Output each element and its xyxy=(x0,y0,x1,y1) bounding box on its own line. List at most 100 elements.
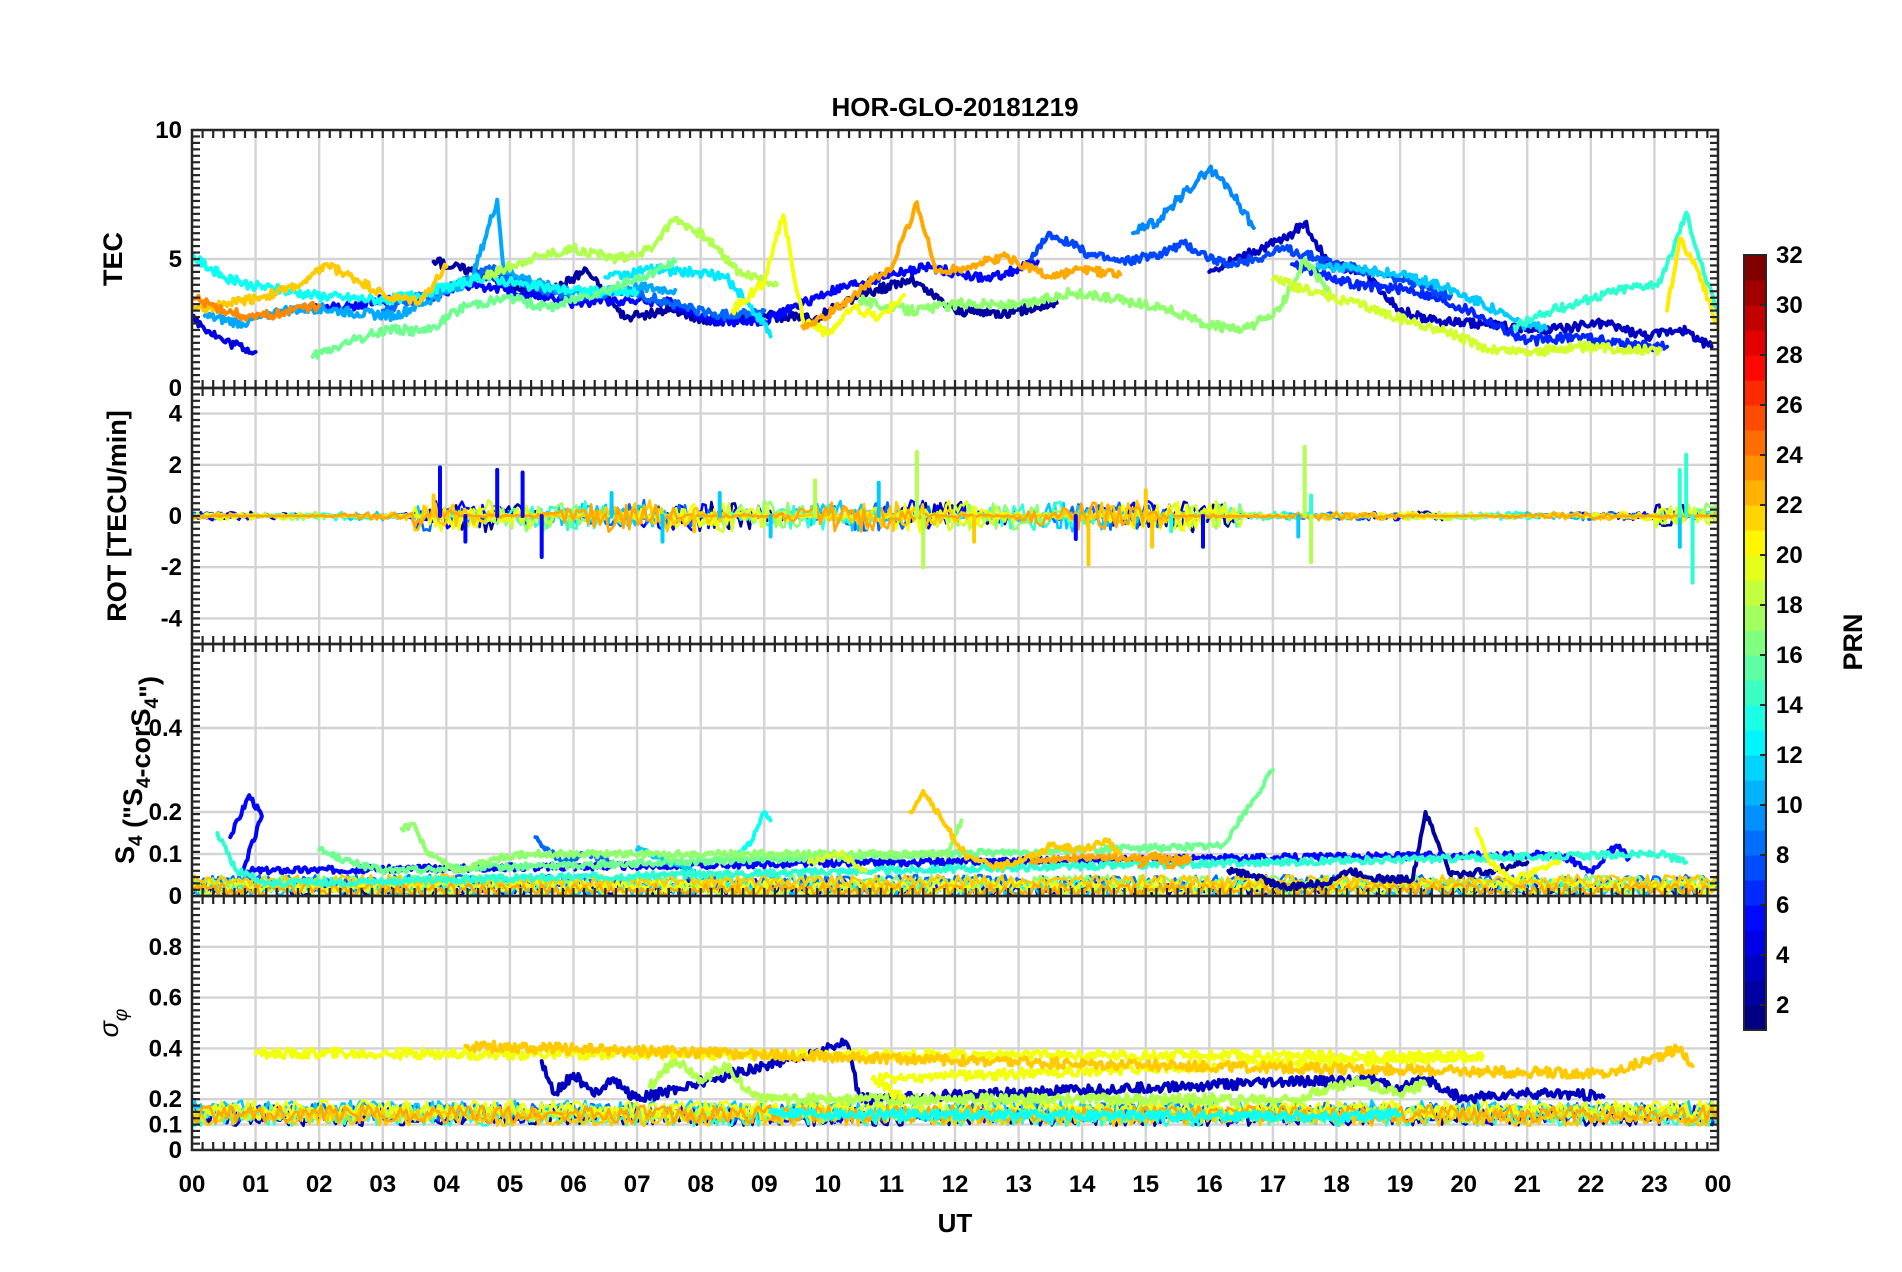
series-prn-14 xyxy=(1512,210,1718,332)
x-tick-label: 01 xyxy=(242,1171,269,1198)
x-tick-label: 11 xyxy=(879,1171,904,1198)
series-prn-14 xyxy=(1169,452,1695,585)
y-axis-label-s4: S4 ("S4-corS4") xyxy=(110,676,164,864)
x-tick-label: 21 xyxy=(1514,1171,1541,1198)
series-prn-11 xyxy=(1315,262,1549,333)
x-tick-label: 13 xyxy=(1005,1171,1032,1198)
x-tick-label: 07 xyxy=(624,1171,651,1198)
x-tick-label: 08 xyxy=(687,1171,714,1198)
colorbar-segment xyxy=(1744,405,1766,431)
colorbar-tick-label: 14 xyxy=(1776,692,1803,719)
y-tick-label: -2 xyxy=(161,554,182,581)
x-tick-label: 22 xyxy=(1577,1171,1604,1198)
colorbar-segment xyxy=(1744,430,1766,456)
colorbar-tick-label: 10 xyxy=(1776,792,1803,819)
x-tick-label: 03 xyxy=(369,1171,396,1198)
colorbar-box xyxy=(1743,254,1767,1031)
colorbar-tick-label: 6 xyxy=(1776,892,1789,919)
x-tick-label: 02 xyxy=(306,1171,333,1198)
x-tick-label: 15 xyxy=(1132,1171,1159,1198)
colorbar-segment xyxy=(1744,955,1766,981)
series-prn-19 xyxy=(1270,274,1663,358)
colorbar-segment xyxy=(1744,830,1766,856)
colorbar-tick-label: 30 xyxy=(1776,292,1803,319)
colorbar-tick-label: 12 xyxy=(1776,742,1803,769)
x-tick-label: 00 xyxy=(179,1171,206,1198)
series-group xyxy=(192,444,1718,585)
y-tick-label: 2 xyxy=(169,452,182,479)
series-prn-20 xyxy=(730,213,907,338)
y-tick-label: 4 xyxy=(169,401,183,428)
panel-rot: -4 -2 0 2 4 ROT [TECU/min] xyxy=(102,386,1720,646)
y-axis-label-sigma_phi: σφ xyxy=(94,1009,132,1038)
y-tick-label: -4 xyxy=(161,605,183,632)
panel-s4: 0 0.1 0.2 0.4S4 ("S4-corS4") xyxy=(110,642,1720,910)
x-tick-label: 20 xyxy=(1450,1171,1477,1198)
series-prn-5 xyxy=(438,465,1205,559)
colorbar-segment xyxy=(1744,805,1766,831)
y-tick-label: 0 xyxy=(169,1137,182,1164)
colorbar-tick-label: 18 xyxy=(1776,592,1803,619)
series-prn-18 xyxy=(482,215,779,288)
series-group xyxy=(192,1037,1718,1128)
series-prn-24 xyxy=(192,293,322,322)
series-prn-11 xyxy=(609,480,1682,549)
series-prn-22 xyxy=(463,1039,1695,1080)
colorbar-segment xyxy=(1744,255,1766,281)
series-prn-18 xyxy=(813,444,1314,570)
colorbar-segment xyxy=(1744,705,1766,731)
y-axis-label-tec: TEC xyxy=(98,232,128,286)
series-group xyxy=(192,164,1718,360)
colorbar-segment xyxy=(1744,630,1766,656)
y-axis-label-rot: ROT [TECU/min] xyxy=(102,410,132,621)
series-prn-13 xyxy=(768,1106,1403,1124)
series-prn-19 xyxy=(806,849,868,873)
x-tick-label: 00 xyxy=(1705,1171,1732,1198)
colorbar-segment xyxy=(1744,580,1766,606)
chart-title: HOR-GLO-20181219 xyxy=(831,92,1078,122)
colorbar-segment xyxy=(1744,455,1766,481)
series-prn-4 xyxy=(192,313,258,356)
y-tick-label: 0.4 xyxy=(149,1035,183,1062)
y-tick-label: 0.2 xyxy=(149,1086,182,1113)
colorbar-segment xyxy=(1744,605,1766,631)
colorbar-tick-label: 22 xyxy=(1776,492,1803,519)
colorbar-segment xyxy=(1744,730,1766,756)
y-tick-label: 0.8 xyxy=(149,934,182,961)
colorbar-segment xyxy=(1744,355,1766,381)
colorbar-segment xyxy=(1744,905,1766,931)
series-prn-22 xyxy=(431,488,1155,567)
y-tick-label: 10 xyxy=(155,117,182,144)
y-tick-label: 0 xyxy=(169,503,182,530)
colorbar-tick-label: 20 xyxy=(1776,542,1803,569)
series-prn-9 xyxy=(1131,164,1256,236)
series-prn-17 xyxy=(399,818,964,875)
colorbar-segment xyxy=(1744,480,1766,506)
y-tick-label: 0.4 xyxy=(149,715,183,742)
colorbar-segment xyxy=(1744,530,1766,556)
colorbar-tick-label: 28 xyxy=(1776,342,1803,369)
x-tick-label: 19 xyxy=(1387,1171,1414,1198)
x-tick-label: 06 xyxy=(560,1171,587,1198)
colorbar-segment xyxy=(1744,505,1766,531)
colorbar-segment xyxy=(1744,855,1766,881)
series-prn-3 xyxy=(1207,219,1714,349)
noise-band-prn-23 xyxy=(192,501,1718,533)
series-prn-23 xyxy=(800,200,1123,331)
colorbar-segment xyxy=(1744,980,1766,1006)
x-tick-label: 23 xyxy=(1641,1171,1668,1198)
y-tick-label: 0.2 xyxy=(149,799,182,826)
x-tick-label: 09 xyxy=(751,1171,778,1198)
colorbar-segment xyxy=(1744,330,1766,356)
series-prn-22 xyxy=(908,789,1123,871)
colorbar-segment xyxy=(1744,880,1766,906)
series-prn-14 xyxy=(215,831,1689,889)
colorbar-tick-label: 8 xyxy=(1776,842,1789,869)
x-tick-label: 16 xyxy=(1196,1171,1223,1198)
series-prn-18 xyxy=(647,1056,1428,1107)
series-prn-22 xyxy=(192,261,449,314)
y-tick-label: 0.1 xyxy=(149,1112,182,1139)
colorbar-label: PRN xyxy=(1838,613,1868,670)
